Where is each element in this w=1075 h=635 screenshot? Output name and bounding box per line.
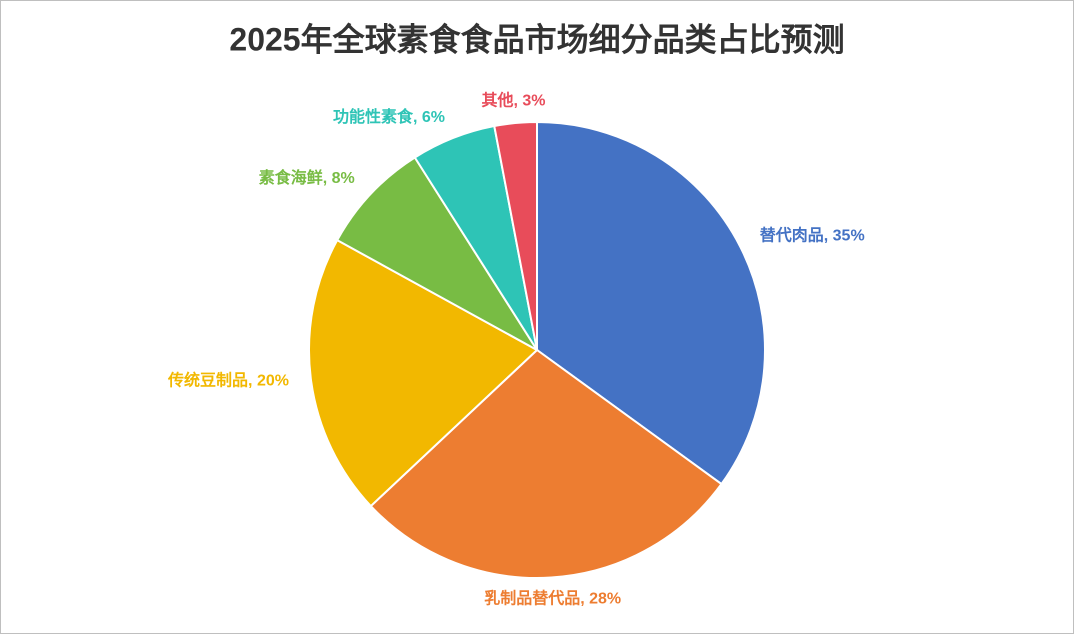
data-label: 传统豆制品, 20% <box>167 371 289 390</box>
data-label: 素食海鲜, 8% <box>259 168 355 187</box>
pie-slice <box>493 120 538 351</box>
data-label: 功能性素食, 6% <box>333 107 445 126</box>
pie-slice <box>335 156 538 351</box>
pie-slice <box>308 238 539 508</box>
data-label: 其他, 3% <box>481 90 545 109</box>
data-label: 替代肉品, 35% <box>760 226 865 245</box>
chart-title: 2025年全球素食食品市场细分品类占比预测 <box>229 21 844 57</box>
pie-slice <box>536 120 766 486</box>
data-label: 乳制品替代品, 28% <box>484 589 621 608</box>
pie-slice <box>369 348 723 579</box>
